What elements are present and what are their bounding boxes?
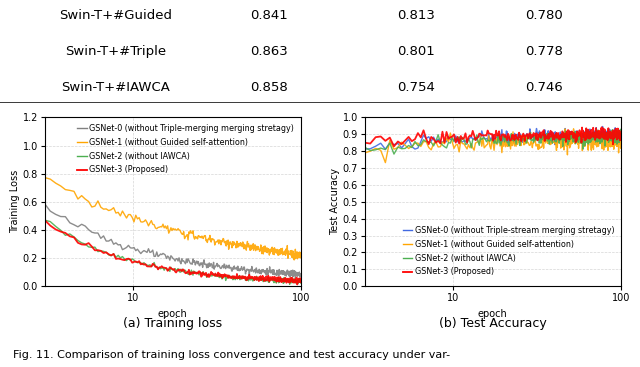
Text: Swin-T+#IAWCA: Swin-T+#IAWCA — [61, 81, 170, 94]
X-axis label: epoch: epoch — [158, 309, 188, 319]
Legend: GSNet-0 (without Triple-merging merging stretagy), GSNet-1 (without Guided self-: GSNet-0 (without Triple-merging merging … — [75, 121, 297, 177]
Y-axis label: Training Loss: Training Loss — [10, 170, 20, 233]
Y-axis label: Test Accuracy: Test Accuracy — [330, 168, 340, 235]
Text: 0.746: 0.746 — [525, 81, 563, 94]
Text: Fig. 11. Comparison of training loss convergence and test accuracy under var-: Fig. 11. Comparison of training loss con… — [13, 350, 450, 360]
Text: Swin-T+#Guided: Swin-T+#Guided — [59, 9, 172, 22]
Text: 0.754: 0.754 — [397, 81, 435, 94]
Text: 0.813: 0.813 — [397, 9, 435, 22]
Text: 0.841: 0.841 — [250, 9, 287, 22]
Text: (a) Training loss: (a) Training loss — [124, 317, 222, 330]
Text: 0.780: 0.780 — [525, 9, 563, 22]
Text: 0.778: 0.778 — [525, 45, 563, 58]
Text: 0.863: 0.863 — [250, 45, 287, 58]
Text: (b) Test Accuracy: (b) Test Accuracy — [439, 317, 547, 330]
Text: Swin-T+#Triple: Swin-T+#Triple — [65, 45, 166, 58]
Legend: GSNet-0 (without Triple-stream merging stretagy), GSNet-1 (without Guided self-a: GSNet-0 (without Triple-stream merging s… — [400, 224, 617, 279]
Text: 0.801: 0.801 — [397, 45, 435, 58]
X-axis label: epoch: epoch — [478, 309, 508, 319]
Text: 0.858: 0.858 — [250, 81, 287, 94]
